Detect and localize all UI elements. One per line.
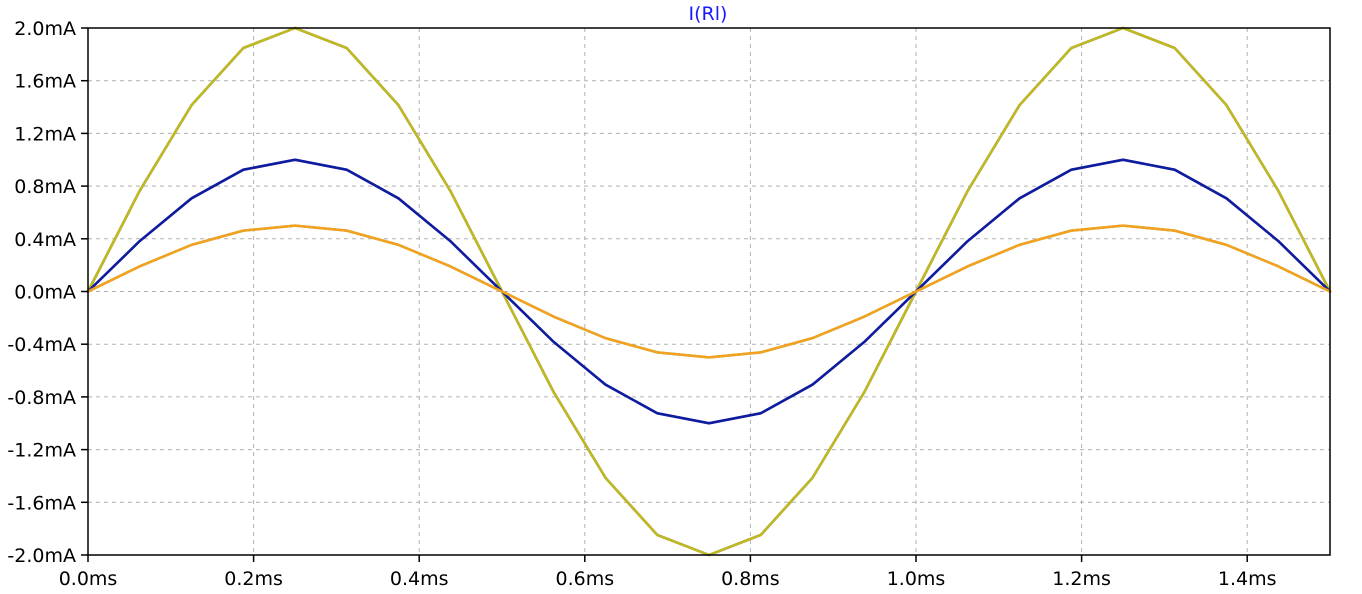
x-tick-label: 0.0ms: [59, 568, 118, 590]
y-tick-label: -1.6mA: [7, 492, 76, 514]
y-tick-label: -0.4mA: [7, 334, 76, 356]
x-tick-label: 1.0ms: [887, 568, 946, 590]
y-tick-label: 1.6mA: [14, 71, 76, 93]
y-tick-label: 1.2mA: [14, 123, 76, 145]
x-tick-label: 0.6ms: [555, 568, 614, 590]
y-tick-label: 2.0mA: [14, 18, 76, 40]
y-tick-label: -2.0mA: [7, 545, 76, 567]
x-tick-label: 1.4ms: [1218, 568, 1277, 590]
y-tick-label: 0.4mA: [14, 229, 76, 251]
series-line-4: [86, 158, 1332, 425]
y-tick-label: 0.8mA: [14, 176, 76, 198]
series-line-6: [86, 224, 1332, 359]
y-axis-tick-labels: 2.0mA 1.6mA 1.2mA 0.8mA 0.4mA 0.0mA -0.4mA -0.8…: [7, 18, 76, 567]
x-tick-label: 0.4ms: [390, 568, 449, 590]
x-tick-label: 0.8ms: [721, 568, 780, 590]
grid-lines: [88, 28, 1330, 555]
y-tick-label: -1.2mA: [7, 440, 76, 462]
y-tick-label: 0.0mA: [14, 282, 76, 304]
x-tick-label: 0.2ms: [224, 568, 283, 590]
chart-title: I(Rl): [689, 3, 728, 25]
x-tick-label: 1.2ms: [1052, 568, 1111, 590]
axis-ticks: [81, 27, 1248, 562]
y-tick-label: -0.8mA: [7, 387, 76, 409]
x-axis-tick-labels: 0.0ms 0.2ms 0.4ms 0.6ms 0.8ms 1.0ms 1.2ms 1.4ms: [59, 568, 1277, 590]
